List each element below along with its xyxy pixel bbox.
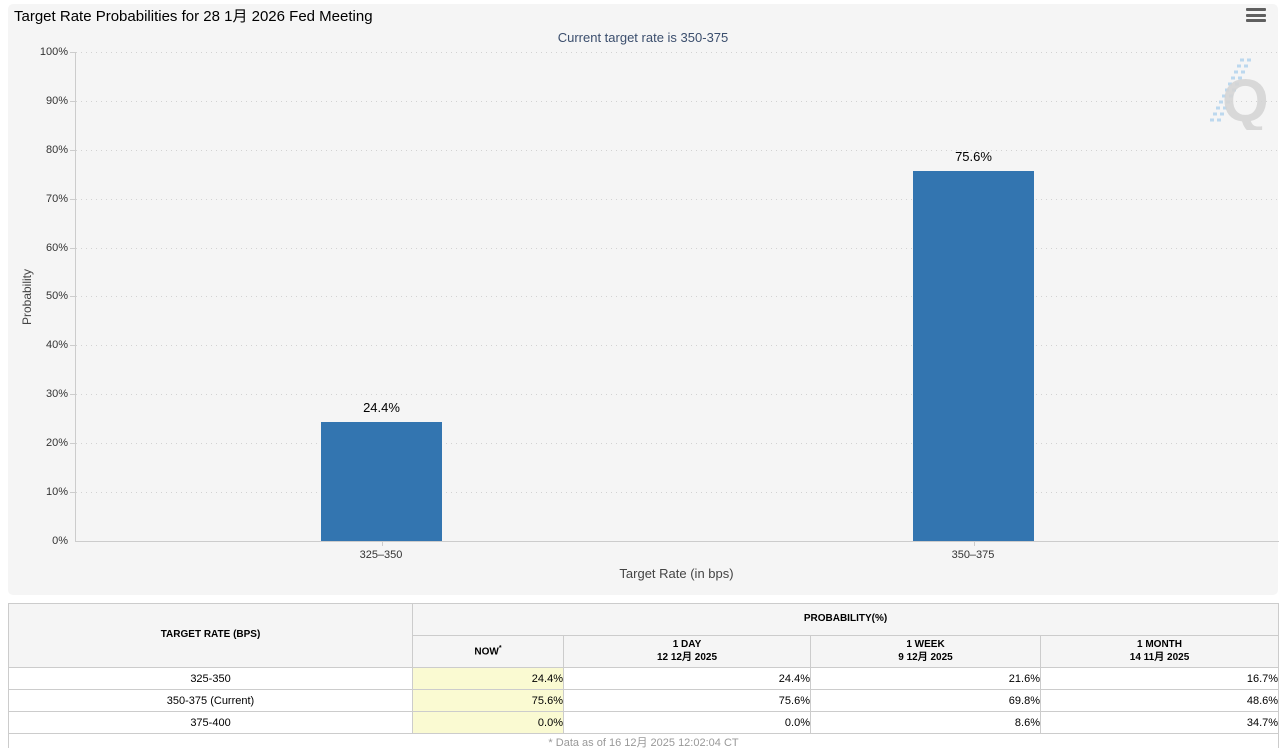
y-tick-label: 0% [52, 535, 68, 547]
y-tick [70, 492, 75, 493]
col-date: 12 12月 2025 [656, 651, 718, 663]
week-cell: 69.8% [810, 689, 1041, 712]
gridline [76, 443, 1279, 444]
hamburger-menu-icon[interactable] [1246, 8, 1268, 26]
quikstrike-logo-watermark: Q [1210, 58, 1269, 130]
now-cell: 24.4% [412, 667, 564, 690]
chart-title: Target Rate Probabilities for 28 1月 2026… [14, 8, 373, 25]
table-row-325-350: 325-350 24.4% 24.4% 21.6% 16.7% [8, 667, 1280, 690]
menu-bar [1246, 8, 1266, 11]
bar-value-label: 24.4% [363, 399, 400, 415]
week-cell: 8.6% [810, 711, 1041, 734]
chart-card [8, 4, 1278, 595]
col-date: 9 12月 2025 [898, 651, 953, 663]
month-cell: 34.7% [1039, 711, 1280, 734]
data-as-of-note: * Data as of 16 12月 2025 12:02:04 CT [7, 733, 1280, 748]
y-tick-label: 90% [45, 95, 68, 107]
menu-bar [1246, 19, 1266, 22]
plot-area: 24.4% 75.6% [75, 52, 1279, 546]
day-cell: 24.4% [563, 667, 811, 690]
y-tick-label: 100% [39, 46, 68, 58]
x-category-label: 350–375 [951, 549, 995, 561]
asterisk: * [498, 644, 502, 652]
month-cell: 48.6% [1039, 689, 1280, 712]
y-tick [70, 394, 75, 395]
gridline [76, 52, 1279, 53]
menu-bar [1246, 13, 1266, 17]
col-header-1week: 1 WEEK 9 12月 2025 [810, 635, 1041, 668]
day-cell: 75.6% [563, 689, 811, 712]
x-category-label: 325–350 [359, 549, 403, 561]
gridline [76, 248, 1279, 249]
y-tick-label: 10% [45, 486, 68, 498]
rate-cell: 325-350 [8, 667, 413, 690]
bar-325-350[interactable] [321, 421, 442, 541]
y-tick [70, 296, 75, 297]
y-tick-label: 20% [45, 437, 68, 449]
gridline [76, 394, 1279, 395]
y-tick [70, 345, 75, 346]
y-tick [70, 248, 75, 249]
gridline [76, 199, 1279, 200]
col-date: 14 11月 2025 [1129, 651, 1190, 663]
x-tick [382, 541, 383, 546]
col-header-1month: 1 MONTH 14 11月 2025 [1039, 635, 1280, 668]
x-tick [974, 541, 975, 546]
rate-cell: 375-400 [8, 711, 413, 734]
chart-subtitle: Current target rate is 350-375 [557, 30, 729, 45]
bar-value-label: 75.6% [955, 149, 992, 165]
month-cell: 16.7% [1039, 667, 1280, 690]
gridline [76, 492, 1279, 493]
bar-350-375[interactable] [913, 171, 1034, 541]
y-tick [70, 52, 75, 53]
now-cell: 75.6% [412, 689, 564, 712]
y-tick-label: 40% [45, 339, 68, 351]
now-cell: 0.0% [412, 711, 564, 734]
gridline [76, 150, 1279, 151]
col-header-1day: 1 DAY 12 12月 2025 [563, 635, 811, 668]
gridline [76, 345, 1279, 346]
y-tick [70, 150, 75, 151]
y-tick-label: 60% [45, 242, 68, 254]
watermark-letter: Q [1222, 67, 1269, 130]
day-cell: 0.0% [563, 711, 811, 734]
col-label: 1 WEEK [906, 639, 945, 650]
x-axis-title: Target Rate (in bps) [619, 566, 734, 581]
rate-cell: 350-375 (Current) [8, 689, 413, 712]
y-tick-label: 80% [45, 144, 68, 156]
table-row-375-400: 375-400 0.0% 0.0% 8.6% 34.7% [8, 711, 1280, 734]
col-label: 1 DAY [672, 639, 702, 650]
col-header-target-rate: TARGET RATE (BPS) [8, 603, 413, 668]
col-label: 1 MONTH [1137, 639, 1183, 650]
col-header-probability: PROBABILITY(%) [411, 603, 1280, 636]
gridline [76, 296, 1279, 297]
y-tick [70, 443, 75, 444]
y-tick-label: 50% [45, 290, 68, 302]
y-tick [70, 199, 75, 200]
week-cell: 21.6% [810, 667, 1041, 690]
table-row-350-375-current: 350-375 (Current) 75.6% 75.6% 69.8% 48.6… [8, 689, 1280, 712]
y-tick-label: 70% [45, 193, 68, 205]
y-tick-label: 30% [45, 388, 68, 400]
table-footer-row: * Data as of 16 12月 2025 12:02:04 CT [7, 733, 1280, 748]
gridline [76, 101, 1279, 102]
probability-table: TARGET RATE (BPS) PROBABILITY(%) NOW* 1 … [7, 603, 1280, 748]
y-tick [70, 101, 75, 102]
col-header-now: NOW* [412, 635, 564, 668]
